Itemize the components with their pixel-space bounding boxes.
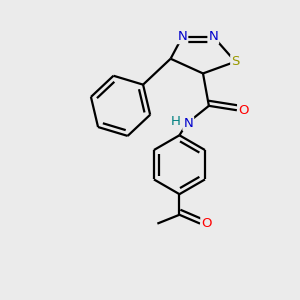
Text: H: H [171, 115, 181, 128]
Text: N: N [183, 117, 193, 130]
Text: O: O [238, 104, 249, 117]
Text: N: N [208, 30, 218, 43]
Text: S: S [231, 55, 240, 68]
Text: N: N [178, 30, 187, 43]
Text: O: O [201, 217, 212, 230]
